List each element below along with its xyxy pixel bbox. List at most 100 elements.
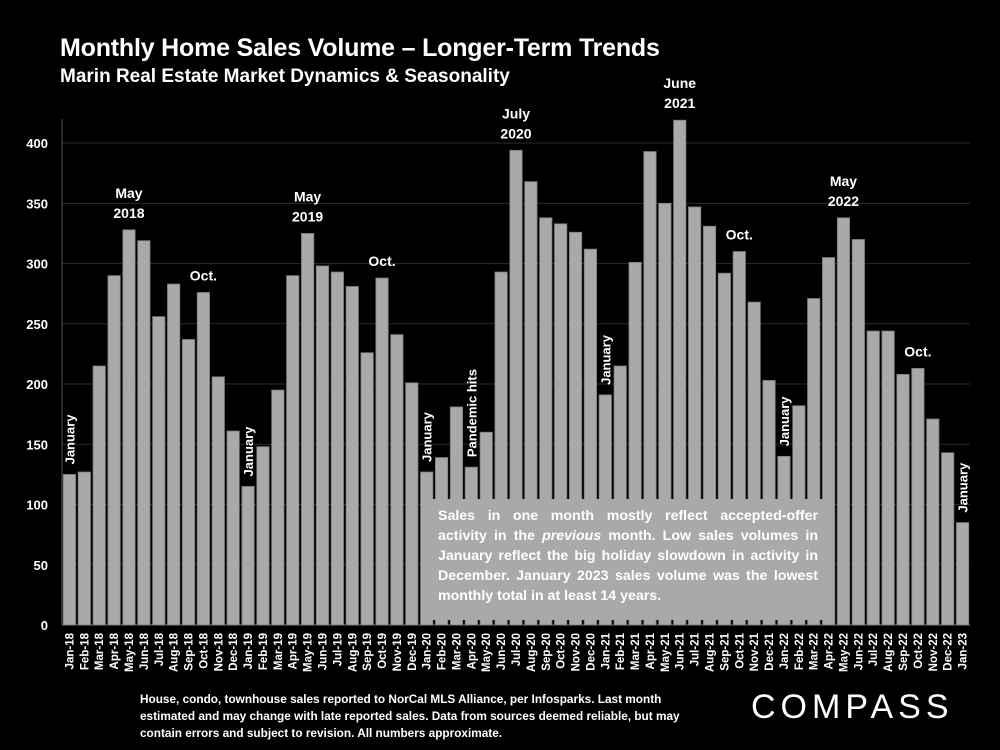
x-tick-label: Sep-20 — [541, 633, 553, 671]
x-tick-label: Dec-19 — [407, 633, 419, 671]
annotation-line: Oct. — [368, 253, 395, 269]
x-tick-label: Jan-20 — [422, 633, 434, 669]
x-tick-label: Jun-20 — [496, 633, 508, 670]
x-tick-label: Apr-21 — [645, 632, 657, 669]
note-text-end: month. Low sales volumes in January refl… — [438, 528, 819, 604]
x-tick-label: Oct-21 — [734, 632, 746, 668]
bar — [271, 389, 285, 626]
x-tick-label: Dec-18 — [228, 632, 240, 670]
bar — [390, 334, 404, 626]
x-tick-label: Jun-19 — [317, 633, 329, 670]
x-tick-label: Jul-22 — [868, 633, 880, 666]
x-tick-label: Jan-18 — [64, 632, 76, 669]
annotation-label: January — [777, 396, 792, 447]
x-tick-label: May-19 — [303, 633, 315, 672]
x-tick-label: Jul-20 — [511, 633, 523, 666]
annotation-line: Oct. — [190, 267, 217, 283]
source-footnote: House, condo, townhouse sales reported t… — [140, 692, 680, 740]
bar — [360, 352, 374, 626]
x-tick-label: May-22 — [838, 633, 850, 672]
bar — [851, 239, 865, 626]
x-tick-label: Nov-18 — [213, 632, 225, 671]
annotation-line: July — [502, 105, 530, 121]
x-tick-label: Jun-18 — [139, 632, 151, 670]
bar — [92, 365, 106, 626]
annotation-line: 2022 — [828, 193, 859, 209]
y-tick-label: 300 — [26, 257, 48, 272]
bar — [301, 233, 315, 626]
x-tick-label: Aug-21 — [705, 632, 717, 672]
y-tick-label: 50 — [34, 558, 48, 573]
annotation-line: June — [663, 75, 696, 91]
y-tick-label: 100 — [26, 498, 48, 513]
bar — [330, 271, 344, 626]
bar — [211, 376, 225, 626]
x-tick-label: Aug-19 — [347, 633, 359, 672]
annotation-label: January — [420, 411, 435, 462]
bar — [315, 265, 330, 626]
y-tick-label: 250 — [26, 317, 48, 332]
annotation-label: July 2020 — [500, 105, 531, 141]
x-tick-label: Sep-21 — [719, 632, 731, 670]
annotation-label: Pandemic hits — [464, 369, 479, 457]
x-tick-label: Mar-19 — [273, 633, 285, 670]
bar — [405, 382, 419, 626]
y-tick-label: 200 — [26, 377, 48, 392]
annotation-line: Oct. — [904, 343, 931, 359]
bar — [345, 286, 359, 626]
annotation-line: Oct. — [726, 227, 753, 243]
bar — [196, 292, 210, 626]
x-tick-label: Mar-18 — [94, 632, 106, 670]
x-tick-label: May-18 — [124, 632, 136, 672]
bar — [137, 240, 151, 626]
x-tick-label: Mar-22 — [809, 633, 821, 670]
annotation-line: May — [294, 188, 321, 204]
annotation-line: May — [830, 173, 857, 189]
bar — [77, 471, 91, 626]
x-tick-label: Apr-19 — [288, 633, 300, 669]
x-tick-label: Apr-18 — [109, 632, 121, 669]
x-tick-label: Oct-19 — [377, 633, 389, 669]
x-tick-label: Jul-19 — [332, 633, 344, 666]
annotation-label: Oct. — [190, 267, 217, 283]
x-tick-label: Feb-21 — [615, 632, 627, 670]
bar — [911, 367, 925, 626]
x-tick-label: Jul-18 — [154, 632, 166, 666]
x-tick-label: Jan-21 — [600, 632, 612, 669]
annotation-label: May 2022 — [828, 173, 859, 209]
bar — [866, 330, 880, 626]
x-tick-label: Aug-18 — [169, 632, 181, 672]
explanatory-note: Sales in one month mostly reflect accept… — [426, 499, 830, 620]
x-tick-label: Nov-20 — [571, 633, 583, 671]
x-tick-label: Dec-20 — [585, 633, 597, 671]
x-tick-label: Jun-22 — [853, 633, 865, 670]
x-tick-label: Jun-21 — [675, 632, 687, 670]
annotation-line: 2021 — [664, 95, 695, 111]
bar — [226, 430, 240, 626]
bar — [181, 339, 196, 626]
annotation-label: Oct. — [726, 227, 753, 243]
annotation-label: May 2019 — [292, 188, 323, 224]
x-tick-label: Nov-19 — [392, 633, 404, 671]
x-tick-label: May-21 — [660, 632, 672, 672]
bar — [836, 217, 851, 626]
annotation-label: Oct. — [904, 343, 931, 359]
x-tick-label: May-20 — [481, 633, 493, 672]
annotation-label: Oct. — [368, 253, 395, 269]
bar — [167, 283, 181, 626]
y-tick-label: 0 — [41, 618, 48, 633]
x-tick-label: Aug-20 — [526, 633, 538, 672]
x-tick-label: Sep-19 — [362, 633, 374, 671]
x-tick-label: Oct-20 — [556, 633, 568, 669]
bar — [375, 277, 389, 626]
x-tick-label: Sep-18 — [184, 632, 196, 670]
annotation-label: January — [62, 414, 77, 465]
bar — [122, 229, 136, 626]
annotation-line: May — [115, 185, 142, 201]
annotation-label: January — [956, 462, 971, 513]
x-tick-label: Jan-19 — [243, 633, 255, 669]
x-tick-label: Oct-18 — [198, 632, 210, 668]
compass-logo: COMPASS — [751, 688, 954, 726]
y-tick-label: 400 — [26, 136, 48, 151]
x-tick-label: Nov-21 — [749, 632, 761, 671]
